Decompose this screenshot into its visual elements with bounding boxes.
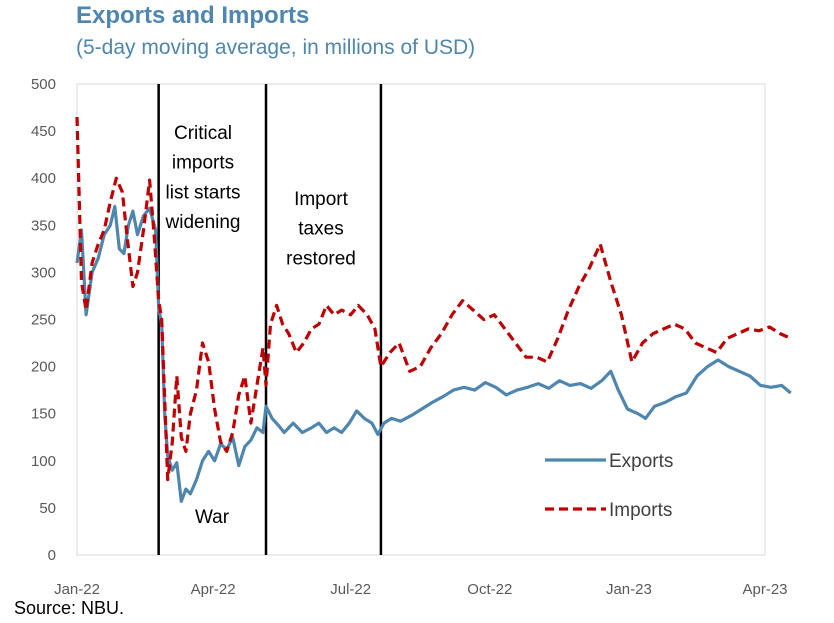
series-line-imports bbox=[75, 116, 792, 482]
annotation-taxes: Import taxes restored bbox=[286, 189, 356, 269]
y-tick-label: 150 bbox=[31, 406, 56, 423]
x-tick-label: Apr-23 bbox=[742, 581, 787, 598]
legend-label-imports: Imports bbox=[609, 500, 672, 521]
annotation-critical: Critical imports list starts widening bbox=[165, 123, 241, 233]
event-lines bbox=[157, 84, 383, 555]
chart-title: Exports and Imports bbox=[76, 2, 310, 29]
legend-label-exports: Exports bbox=[609, 451, 673, 472]
x-tick-label: Apr-22 bbox=[191, 581, 236, 598]
source-note: Source: NBU. bbox=[14, 598, 125, 618]
y-axis: 0 50 100 150 200 250 300 350 400 450 500 bbox=[31, 76, 56, 564]
y-tick-label: 250 bbox=[31, 312, 56, 329]
series-lines bbox=[75, 116, 792, 503]
y-tick-label: 450 bbox=[31, 123, 56, 140]
annotations: Critical imports list starts widening Import… bbox=[165, 123, 356, 528]
y-tick-label: 100 bbox=[31, 453, 56, 470]
y-tick-label: 500 bbox=[31, 76, 56, 93]
plot-frame bbox=[76, 83, 766, 556]
y-tick-label: 400 bbox=[31, 170, 56, 187]
chart-subtitle: (5-day moving average, in millions of US… bbox=[76, 36, 476, 59]
x-axis: Jan-22 Apr-22 Jul-22 Oct-22 Jan-23 Apr-23 bbox=[54, 581, 787, 598]
x-tick-label: Jan-23 bbox=[606, 581, 652, 598]
x-tick-label: Jul-22 bbox=[330, 581, 371, 598]
x-tick-label: Oct-22 bbox=[467, 581, 512, 598]
annotation-war: War bbox=[195, 507, 230, 528]
y-tick-label: 350 bbox=[31, 217, 56, 234]
series-line-exports bbox=[75, 204, 792, 503]
y-tick-label: 0 bbox=[48, 547, 56, 564]
y-tick-label: 50 bbox=[39, 500, 56, 517]
x-tick-label: Jan-22 bbox=[54, 581, 100, 598]
y-tick-label: 300 bbox=[31, 264, 56, 281]
y-tick-label: 200 bbox=[31, 359, 56, 376]
legend: Exports Imports bbox=[545, 451, 673, 521]
